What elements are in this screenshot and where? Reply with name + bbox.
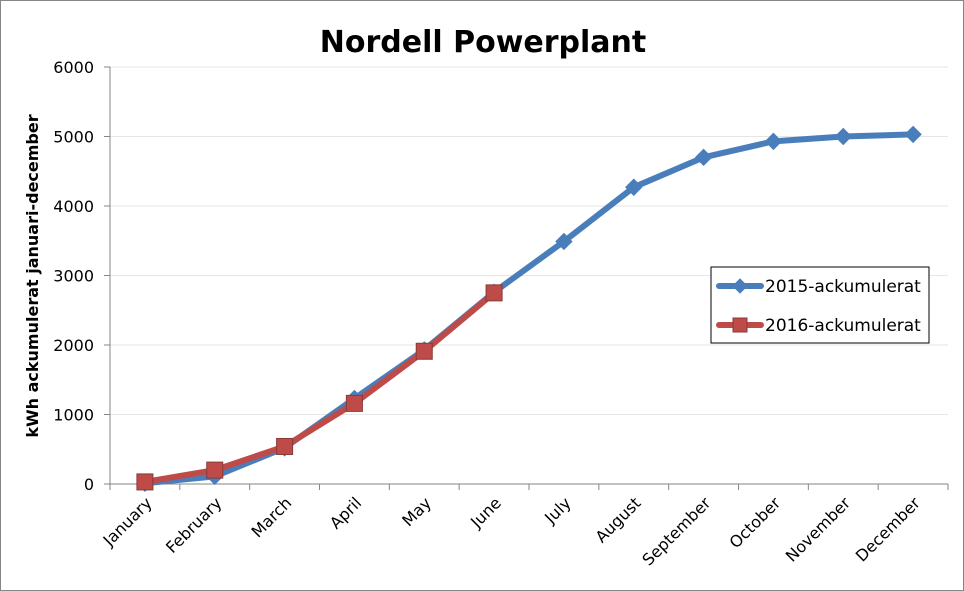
x-tick-label: June bbox=[466, 493, 505, 532]
x-tick-label: February bbox=[162, 493, 226, 557]
y-tick-label: 5000 bbox=[53, 128, 94, 147]
x-tick-label: August bbox=[592, 493, 645, 546]
data-point bbox=[345, 394, 363, 412]
data-point bbox=[834, 127, 852, 146]
x-tick-label: October bbox=[726, 493, 785, 552]
y-tick-label: 1000 bbox=[53, 406, 94, 425]
y-tick-label: 6000 bbox=[53, 58, 94, 77]
chart-title: Nordell Powerplant bbox=[320, 25, 647, 60]
legend-swatch-marker bbox=[732, 278, 748, 294]
y-tick-label: 2000 bbox=[53, 336, 94, 355]
series-line bbox=[141, 289, 498, 485]
y-tick-label: 4000 bbox=[53, 197, 94, 216]
legend-swatch-marker bbox=[732, 317, 748, 333]
series-group bbox=[136, 125, 922, 493]
legend-entry-label: 2015-ackumulerat bbox=[765, 277, 921, 297]
x-tick-label: December bbox=[852, 493, 924, 565]
x-tick-labels: January February March April May June July Augu… bbox=[99, 493, 924, 569]
x-tick-label: January bbox=[99, 493, 156, 550]
axes bbox=[104, 66, 949, 490]
x-tick-label: March bbox=[247, 493, 295, 541]
x-tick-label: September bbox=[638, 493, 714, 569]
legend-box bbox=[710, 266, 930, 344]
x-tick-label: May bbox=[398, 493, 435, 530]
y-tick-labels: 0 1000 2000 3000 4000 5000 6000 bbox=[53, 58, 94, 494]
data-point bbox=[485, 284, 503, 302]
legend: 2015-ackumulerat 2016-ackumulerat bbox=[710, 266, 930, 344]
data-point bbox=[904, 125, 922, 144]
data-point bbox=[764, 132, 783, 151]
data-point bbox=[276, 437, 294, 455]
series-1 bbox=[136, 284, 503, 491]
y-axis-label: kWh ackumulerat januari-december bbox=[23, 114, 42, 437]
x-tick-label: July bbox=[540, 493, 574, 527]
data-point bbox=[555, 232, 573, 251]
data-point bbox=[136, 473, 154, 491]
y-tick-label: 0 bbox=[84, 475, 94, 494]
data-point bbox=[415, 342, 433, 360]
data-point bbox=[694, 148, 713, 167]
legend-entry-label: 2016-ackumulerat bbox=[765, 316, 921, 336]
y-tick-label: 3000 bbox=[53, 267, 94, 286]
x-tick-label: April bbox=[326, 493, 365, 532]
data-point bbox=[625, 178, 643, 196]
gridlines bbox=[110, 66, 948, 415]
data-point bbox=[206, 461, 224, 479]
x-tick-label: November bbox=[782, 493, 855, 566]
